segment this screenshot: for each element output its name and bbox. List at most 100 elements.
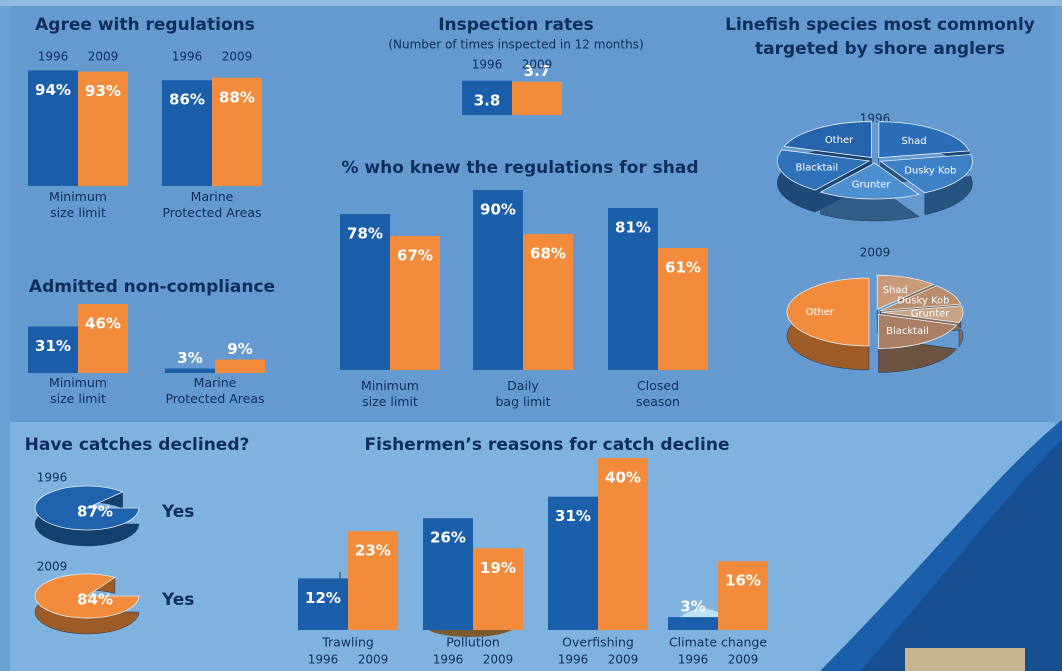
chart-title: Have catches declined? bbox=[25, 435, 250, 455]
bar bbox=[165, 368, 215, 373]
slice bbox=[876, 274, 935, 310]
category-label: Yes bbox=[161, 502, 194, 522]
chart-title: Inspection rates bbox=[438, 15, 594, 35]
bar bbox=[340, 214, 390, 370]
slice bbox=[34, 573, 140, 619]
bar bbox=[548, 496, 598, 630]
bar bbox=[668, 617, 718, 630]
value-label: 87% bbox=[77, 503, 113, 521]
value-label: 88% bbox=[219, 88, 255, 106]
bar bbox=[162, 80, 212, 186]
pie-year: 2009 bbox=[860, 246, 891, 260]
pie-year: 2009 bbox=[37, 560, 68, 574]
value-label: 12% bbox=[305, 589, 341, 607]
value-label: 3.8 bbox=[474, 91, 501, 109]
bar bbox=[473, 548, 523, 630]
pie-year: 1996 bbox=[37, 471, 68, 485]
bar bbox=[598, 458, 648, 630]
value-label: 46% bbox=[85, 315, 121, 333]
slice-label: Other bbox=[806, 307, 835, 318]
category-label: Marine Protected Areas bbox=[162, 189, 261, 220]
slice-label: Dusky Kob bbox=[904, 165, 956, 176]
value-label: 84% bbox=[77, 591, 113, 609]
value-label: 67% bbox=[397, 247, 433, 265]
value-label: 31% bbox=[35, 337, 71, 355]
legend-label: 2009 bbox=[88, 50, 119, 64]
slice bbox=[786, 277, 870, 347]
legend-label: 2009 bbox=[522, 58, 553, 72]
slice-label: Blacktail bbox=[886, 326, 929, 337]
legend-label: 1996 bbox=[558, 653, 589, 667]
value-label: 3.7 bbox=[524, 62, 551, 80]
legend-label: 2009 bbox=[222, 50, 253, 64]
bar bbox=[298, 578, 348, 630]
category-label: Closed season bbox=[636, 378, 680, 409]
chart-title: Fishermen’s reasons for catch decline bbox=[365, 435, 730, 455]
chart-subtitle: (Number of times inspected in 12 months) bbox=[388, 38, 643, 52]
value-label: 26% bbox=[430, 529, 466, 547]
legend-label: 1996 bbox=[38, 50, 69, 64]
lower-panel bbox=[10, 422, 1055, 671]
stamp bbox=[905, 648, 1025, 671]
legend-label: 1996 bbox=[678, 653, 709, 667]
value-label: 61% bbox=[665, 259, 701, 277]
slice bbox=[783, 121, 872, 159]
bar bbox=[78, 71, 128, 186]
value-label: 3% bbox=[680, 598, 705, 616]
legend-label: 1996 bbox=[308, 653, 339, 667]
category-label: Yes bbox=[161, 590, 194, 610]
slice bbox=[880, 285, 962, 311]
value-label: 81% bbox=[615, 219, 651, 237]
category-label: Trawling bbox=[321, 635, 374, 650]
bar bbox=[423, 518, 473, 630]
legend-label: 2009 bbox=[728, 653, 759, 667]
category-label: Minimum size limit bbox=[361, 378, 419, 409]
category-label: Overfishing bbox=[562, 635, 634, 650]
bar bbox=[658, 248, 708, 370]
bar bbox=[608, 208, 658, 370]
category-label: Minimum size limit bbox=[49, 189, 107, 220]
chart-title: Agree with regulations bbox=[35, 15, 255, 35]
category-label: Daily bag limit bbox=[496, 378, 551, 409]
legend-label: 1996 bbox=[172, 50, 203, 64]
bar bbox=[512, 81, 562, 115]
slice-label: Shad bbox=[901, 136, 926, 147]
bar bbox=[28, 326, 78, 373]
bar bbox=[215, 359, 265, 373]
bar bbox=[348, 531, 398, 630]
value-label: 19% bbox=[480, 559, 516, 577]
bar bbox=[462, 80, 512, 115]
chart-title: % who knew the regulations for shad bbox=[341, 158, 698, 178]
slice bbox=[880, 305, 964, 324]
bar bbox=[78, 304, 128, 373]
value-label: 93% bbox=[85, 82, 121, 100]
corner-swoosh-dark bbox=[860, 440, 1062, 671]
slice bbox=[878, 121, 970, 159]
slice bbox=[819, 162, 920, 200]
slice-label: Blacktail bbox=[795, 163, 838, 174]
bar bbox=[523, 234, 573, 370]
value-label: 9% bbox=[227, 340, 252, 358]
legend-label: 1996 bbox=[472, 58, 503, 72]
top-band bbox=[0, 0, 1062, 6]
slice-label: Grunter bbox=[852, 180, 892, 191]
slice-label: Dusky Kob bbox=[897, 296, 949, 307]
bar bbox=[718, 561, 768, 630]
bar bbox=[28, 70, 78, 186]
legend-label: 2009 bbox=[608, 653, 639, 667]
chart-title: Admitted non-compliance bbox=[29, 277, 275, 297]
legend-label: 1996 bbox=[433, 653, 464, 667]
slice-label: Grunter bbox=[911, 308, 951, 319]
chart-title: Linefish species most commonly targeted b… bbox=[725, 15, 1035, 59]
value-label: 94% bbox=[35, 81, 71, 99]
slice bbox=[878, 313, 958, 349]
value-label: 86% bbox=[169, 91, 205, 109]
bar bbox=[473, 190, 523, 370]
slice bbox=[879, 154, 973, 194]
legend-label: 2009 bbox=[358, 653, 389, 667]
category-label: Climate change bbox=[669, 635, 767, 650]
slice bbox=[34, 485, 140, 531]
value-label: 90% bbox=[480, 201, 516, 219]
category-label: Minimum size limit bbox=[49, 375, 107, 406]
bar bbox=[212, 77, 262, 186]
